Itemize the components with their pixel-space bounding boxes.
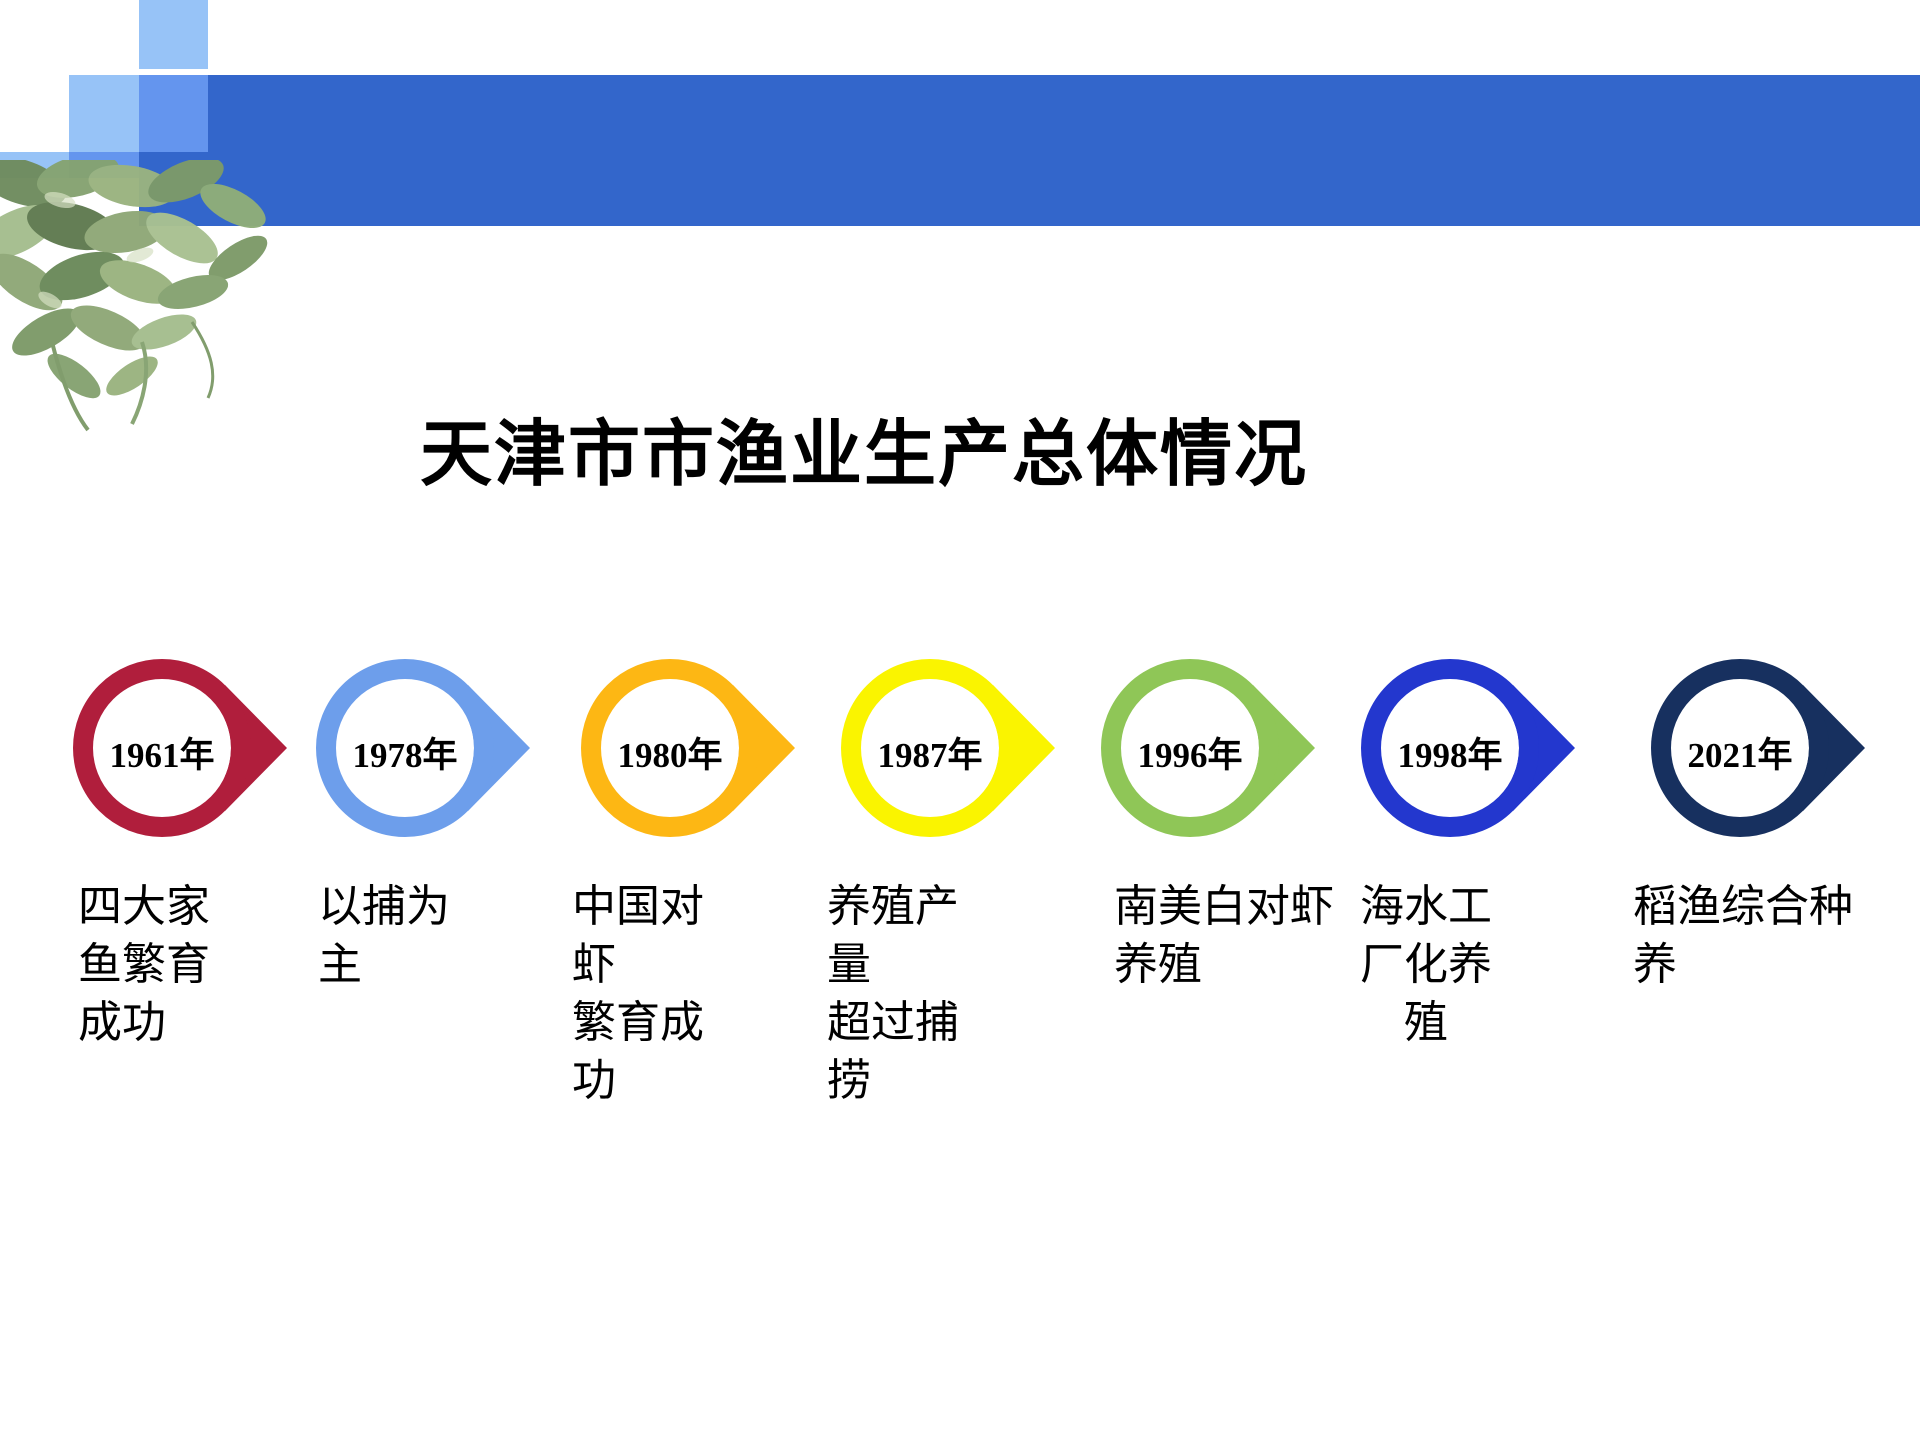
timeline-year-label: 1996年 — [1137, 736, 1243, 775]
timeline-item-1996: 1996年 南美白对虾 养殖 — [1098, 653, 1334, 1153]
timeline-description: 中国对 虾 繁育成 功 — [572, 882, 704, 1105]
timeline-description: 养殖产 量 超过捕 捞 — [827, 882, 959, 1105]
timeline-description: 四大家 鱼繁育 成功 — [78, 882, 210, 1047]
timeline-description: 海水工 厂化养 殖 — [1360, 882, 1492, 1047]
timeline-item-1978: 1978年 以捕为 主 — [313, 653, 535, 1153]
timeline-item-1987: 1987年 养殖产 量 超过捕 捞 — [827, 653, 1060, 1153]
timeline-year-label: 2021年 — [1687, 736, 1793, 775]
timeline-year-label: 1998年 — [1397, 736, 1503, 775]
timeline-year-label: 1980年 — [617, 736, 723, 775]
page-title: 天津市市渔业生产总体情况 — [420, 415, 1309, 496]
decor-square-light-left — [69, 75, 139, 152]
timeline-marker-icon: 1980年 — [578, 653, 800, 843]
timeline-item-1961: 1961年 四大家 鱼繁育 成功 — [70, 653, 292, 1153]
timeline-year-label: 1961年 — [109, 736, 215, 775]
timeline-description: 以捕为 主 — [318, 882, 450, 989]
decor-square-top — [139, 0, 208, 69]
timeline-marker-icon: 1996年 — [1098, 653, 1320, 843]
timeline-description: 稻渔综合种 养 — [1633, 882, 1853, 989]
timeline-item-1980: 1980年 中国对 虾 繁育成 功 — [572, 653, 800, 1153]
timeline-item-2021: 2021年 稻渔综合种 养 — [1633, 653, 1870, 1153]
decor-square-medium — [139, 75, 208, 152]
timeline-year-label: 1978年 — [352, 736, 458, 775]
timeline-year-label: 1987年 — [877, 736, 983, 775]
timeline-marker-icon: 1961年 — [70, 653, 292, 843]
timeline-description: 南美白对虾 养殖 — [1114, 882, 1334, 989]
plant-leaves-image — [0, 160, 268, 432]
timeline-marker-icon: 1987年 — [838, 653, 1060, 843]
title-banner — [208, 75, 1920, 226]
timeline-item-1998: 1998年 海水工 厂化养 殖 — [1358, 653, 1580, 1153]
timeline-marker-icon: 1998年 — [1358, 653, 1580, 843]
timeline-marker-icon: 1978年 — [313, 653, 535, 843]
timeline-marker-icon: 2021年 — [1648, 653, 1870, 843]
